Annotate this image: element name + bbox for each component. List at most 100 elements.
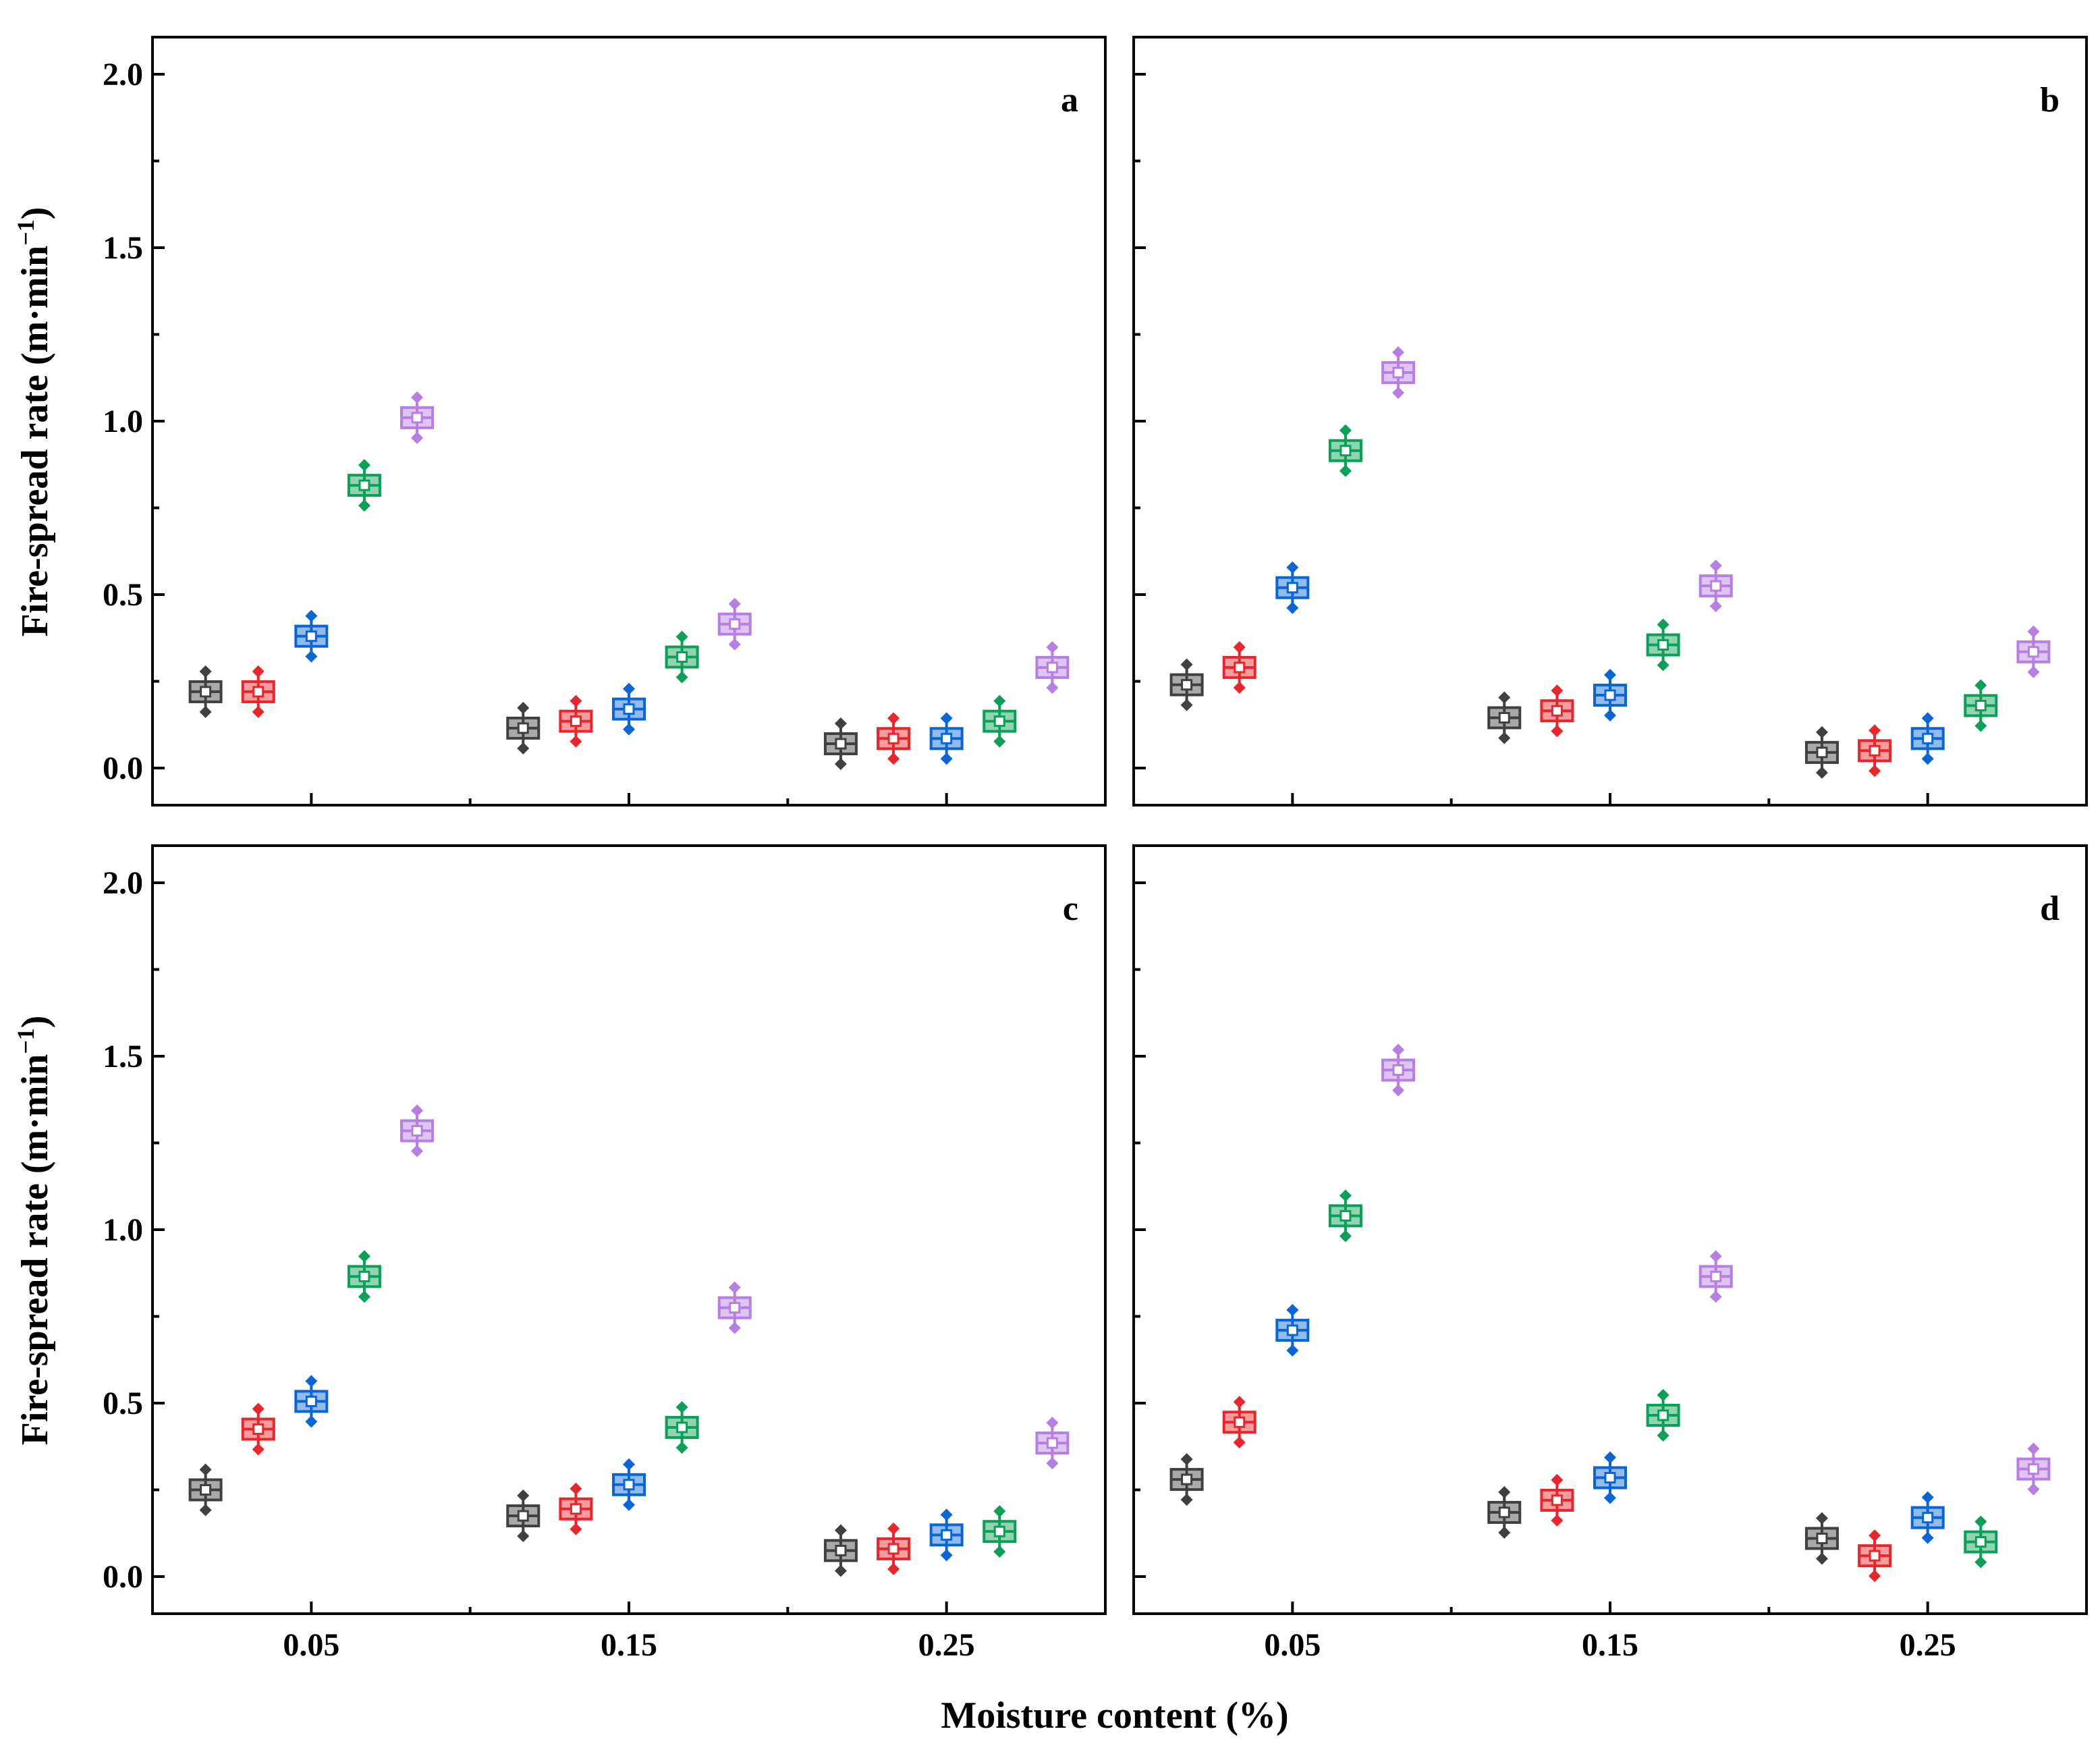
box-point xyxy=(623,1458,635,1471)
box-mark xyxy=(1487,691,1522,744)
box-mark xyxy=(188,665,223,718)
box-mean xyxy=(200,1484,212,1496)
box-mark xyxy=(188,1463,223,1517)
box-point xyxy=(1921,1491,1934,1504)
box-point xyxy=(675,630,688,643)
box-point xyxy=(1869,1570,1881,1583)
box-mean xyxy=(1710,1270,1722,1282)
box-point xyxy=(728,638,741,651)
box-mean xyxy=(252,686,265,698)
box-mark xyxy=(347,459,381,512)
box-point xyxy=(1233,1436,1246,1449)
box-point xyxy=(1498,1526,1511,1539)
box-mark xyxy=(1804,726,1839,779)
box-point xyxy=(358,499,370,512)
box-point xyxy=(517,1530,530,1543)
box-mark xyxy=(1035,640,1070,694)
box-point xyxy=(517,1490,530,1502)
box-mean xyxy=(411,412,423,424)
box-mark xyxy=(1964,1515,1998,1568)
box-mean xyxy=(1046,1437,1058,1449)
box-mean xyxy=(1181,679,1193,691)
box-point xyxy=(1046,640,1059,653)
box-mark xyxy=(1540,1473,1574,1527)
box-mean xyxy=(252,1423,265,1436)
box-point xyxy=(1392,1084,1405,1097)
box-point xyxy=(1551,1514,1564,1527)
box-mean xyxy=(1604,1472,1616,1484)
box-point xyxy=(1498,732,1511,744)
panel-d: 0.05 0.15 0.25 d xyxy=(1132,844,2088,1663)
box-mean xyxy=(1604,689,1616,701)
box-point xyxy=(1339,424,1352,437)
box-point xyxy=(199,705,212,718)
box-mark xyxy=(294,609,329,663)
y-tick-label: 1.0 xyxy=(103,1212,143,1248)
box-mark xyxy=(929,1508,964,1562)
box-mark xyxy=(612,682,646,736)
box-point xyxy=(199,1504,212,1517)
box-point xyxy=(728,1281,741,1294)
box-point xyxy=(1921,753,1934,765)
panel-b: b xyxy=(1132,36,2088,807)
box-point xyxy=(411,1145,424,1157)
box-point xyxy=(1815,1552,1828,1565)
box-point xyxy=(1233,681,1246,694)
box-point xyxy=(1869,1529,1881,1542)
box-mean xyxy=(517,1510,529,1522)
box-mark xyxy=(1328,1189,1362,1242)
box-point xyxy=(1604,1492,1616,1504)
box-point xyxy=(305,609,318,622)
box-mark xyxy=(1169,658,1204,711)
box-point xyxy=(728,597,741,610)
box-point xyxy=(623,723,635,736)
box-point xyxy=(1604,1451,1616,1464)
box-point xyxy=(1709,1250,1722,1263)
y-axis-title-sup: −1 xyxy=(12,1028,39,1054)
box-mean xyxy=(570,715,582,728)
box-mark xyxy=(1222,640,1256,694)
box-point xyxy=(305,1415,318,1428)
box-mean xyxy=(305,1395,317,1407)
box-point xyxy=(411,431,424,444)
y-tick-label: 1.5 xyxy=(103,230,143,266)
box-point xyxy=(1974,1556,1987,1568)
box-mean xyxy=(2027,646,2039,658)
box-mean xyxy=(1816,746,1828,759)
box-mean xyxy=(835,1544,847,1556)
box-mean xyxy=(1869,1550,1881,1562)
box-mean xyxy=(1392,366,1404,379)
box-point xyxy=(993,1505,1006,1518)
box-point xyxy=(2027,665,2040,678)
box-point xyxy=(305,1375,318,1388)
box-point xyxy=(1046,1417,1059,1429)
box-mean xyxy=(200,686,212,698)
box-point xyxy=(1921,1531,1934,1544)
box-mark xyxy=(1646,1388,1680,1442)
box-mean xyxy=(1498,711,1510,723)
box-point xyxy=(1551,1473,1564,1486)
box-point xyxy=(940,712,953,725)
box-point xyxy=(252,705,265,718)
box-point xyxy=(1604,709,1616,722)
box-mean xyxy=(1869,744,1881,757)
box-mark xyxy=(1964,679,1998,732)
box-point xyxy=(940,753,953,765)
box-point xyxy=(1498,691,1511,704)
box-mark xyxy=(1275,1304,1310,1357)
box-mark xyxy=(665,630,699,684)
y-tick-label: 2.0 xyxy=(103,865,143,901)
box-point xyxy=(2027,625,2040,638)
box-point xyxy=(675,1441,688,1454)
box-mark xyxy=(1698,559,1733,613)
box-mark xyxy=(241,665,275,718)
box-mark xyxy=(1035,1417,1070,1470)
box-mean xyxy=(1551,705,1563,717)
box-point xyxy=(1180,1453,1193,1466)
box-mean xyxy=(1286,582,1298,594)
box-mark xyxy=(1910,1491,1945,1544)
box-point xyxy=(1286,1344,1299,1357)
box-point xyxy=(1233,640,1246,653)
box-point xyxy=(1709,559,1722,572)
